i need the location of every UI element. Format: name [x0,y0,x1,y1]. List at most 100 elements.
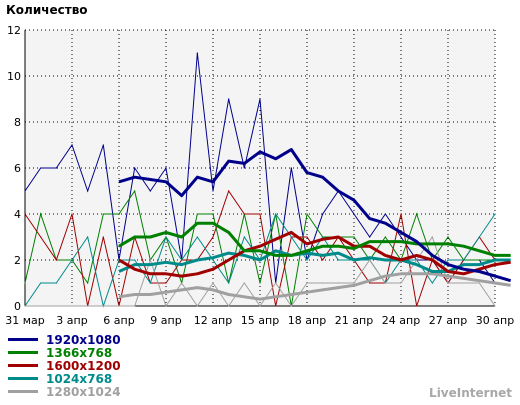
data-point-1280x1024 [400,282,402,284]
legend-swatch [8,338,38,341]
x-tick-label: 6 апр [103,314,134,327]
data-point-1024x768 [243,236,245,238]
data-point-1920x1080 [102,144,104,146]
data-point-1024x768 [306,259,308,261]
data-point-1280x1024 [463,282,465,284]
legend-label: 1600x1200 [46,358,121,373]
data-point-1600x1200 [71,213,73,215]
data-point-1920x1080 [290,167,292,169]
data-point-1366x768 [306,213,308,215]
series-average-line-1600x1200 [118,230,511,278]
y-tick-label: 2 [14,254,21,267]
data-point-1600x1200 [275,305,277,307]
data-point-1024x768 [149,282,151,284]
y-tick-label: 6 [14,162,21,175]
y-axis-title: Количество [6,3,88,17]
data-point-1280x1024 [134,305,136,307]
data-point-1024x768 [478,236,480,238]
legend-swatch [8,364,38,367]
data-point-1600x1200 [369,282,371,284]
data-point-1024x768 [447,259,449,261]
data-point-1366x768 [24,282,26,284]
data-point-1280x1024 [353,282,355,284]
y-tick-label: 12 [7,24,21,37]
legend-label: 1920x1080 [46,332,121,347]
data-point-1024x768 [165,236,167,238]
data-point-1280x1024 [431,236,433,238]
data-point-1280x1024 [259,305,261,307]
data-point-1280x1024 [322,282,324,284]
legend-item: 1920x1080 [8,332,121,347]
data-point-1280x1024 [290,305,292,307]
data-point-1366x768 [353,236,355,238]
data-point-1280x1024 [102,305,104,307]
data-point-1024x768 [55,282,57,284]
legend-swatch [8,351,38,354]
data-point-1024x768 [40,282,42,284]
data-point-1366x768 [384,236,386,238]
data-point-1366x768 [196,213,198,215]
data-point-1280x1024 [196,305,198,307]
data-point-1920x1080 [212,190,214,192]
legend-item: 1366x768 [8,346,121,360]
data-point-1280x1024 [369,259,371,261]
series-average-line-1280x1024 [118,272,511,301]
data-point-1920x1080 [134,167,136,169]
y-tick-label: 4 [14,208,21,221]
data-point-1600x1200 [400,213,402,215]
x-tick-label: 3 апр [56,314,87,327]
data-point-1920x1080 [196,52,198,54]
data-point-1600x1200 [165,282,167,284]
data-point-1920x1080 [259,98,261,100]
y-tick-label: 8 [14,116,21,129]
data-point-1024x768 [71,259,73,261]
data-point-1024x768 [290,236,292,238]
data-point-1024x768 [337,259,339,261]
data-point-1920x1080 [24,190,26,192]
legend-label: 1024x768 [46,371,113,386]
x-tick-label: 18 апр [288,314,326,327]
data-point-1920x1080 [55,167,57,169]
data-point-1024x768 [196,236,198,238]
x-tick-label: 24 апр [382,314,420,327]
data-point-1366x768 [134,190,136,192]
data-point-1280x1024 [275,282,277,284]
legend-item: 1024x768 [8,371,121,386]
data-point-1920x1080 [243,167,245,169]
data-point-1366x768 [447,236,449,238]
legend-item: 1600x1200 [8,358,121,373]
data-point-1024x768 [431,282,433,284]
data-point-1366x768 [259,282,261,284]
x-tick-label: 30 апр [476,314,514,327]
x-tick-label: 27 апр [429,314,467,327]
data-point-1920x1080 [400,236,402,238]
data-point-1280x1024 [87,305,89,307]
data-point-1920x1080 [71,144,73,146]
data-point-1280x1024 [337,282,339,284]
data-point-1920x1080 [353,213,355,215]
data-point-1366x768 [87,282,89,284]
data-point-1024x768 [322,236,324,238]
x-tick-label: 21 апр [335,314,373,327]
data-point-1366x768 [212,213,214,215]
legend-swatch [8,390,38,393]
data-point-1920x1080 [149,190,151,192]
legend-label: 1280x1024 [46,384,121,399]
data-point-1024x768 [212,259,214,261]
liveinternet-logo-text: LiveInternet [429,386,512,400]
data-point-1280x1024 [165,305,167,307]
data-point-1024x768 [134,259,136,261]
data-point-1920x1080 [384,213,386,215]
data-point-1280x1024 [416,259,418,261]
x-tick-label: 12 апр [194,314,232,327]
data-point-1280x1024 [118,305,120,307]
data-point-1366x768 [478,259,480,261]
data-point-1920x1080 [228,98,230,100]
data-point-1280x1024 [384,282,386,284]
data-point-1600x1200 [259,213,261,215]
data-point-1920x1080 [369,236,371,238]
data-point-1280x1024 [478,282,480,284]
data-point-1024x768 [228,282,230,284]
data-point-1920x1080 [40,167,42,169]
x-tick-label: 15 апр [241,314,279,327]
